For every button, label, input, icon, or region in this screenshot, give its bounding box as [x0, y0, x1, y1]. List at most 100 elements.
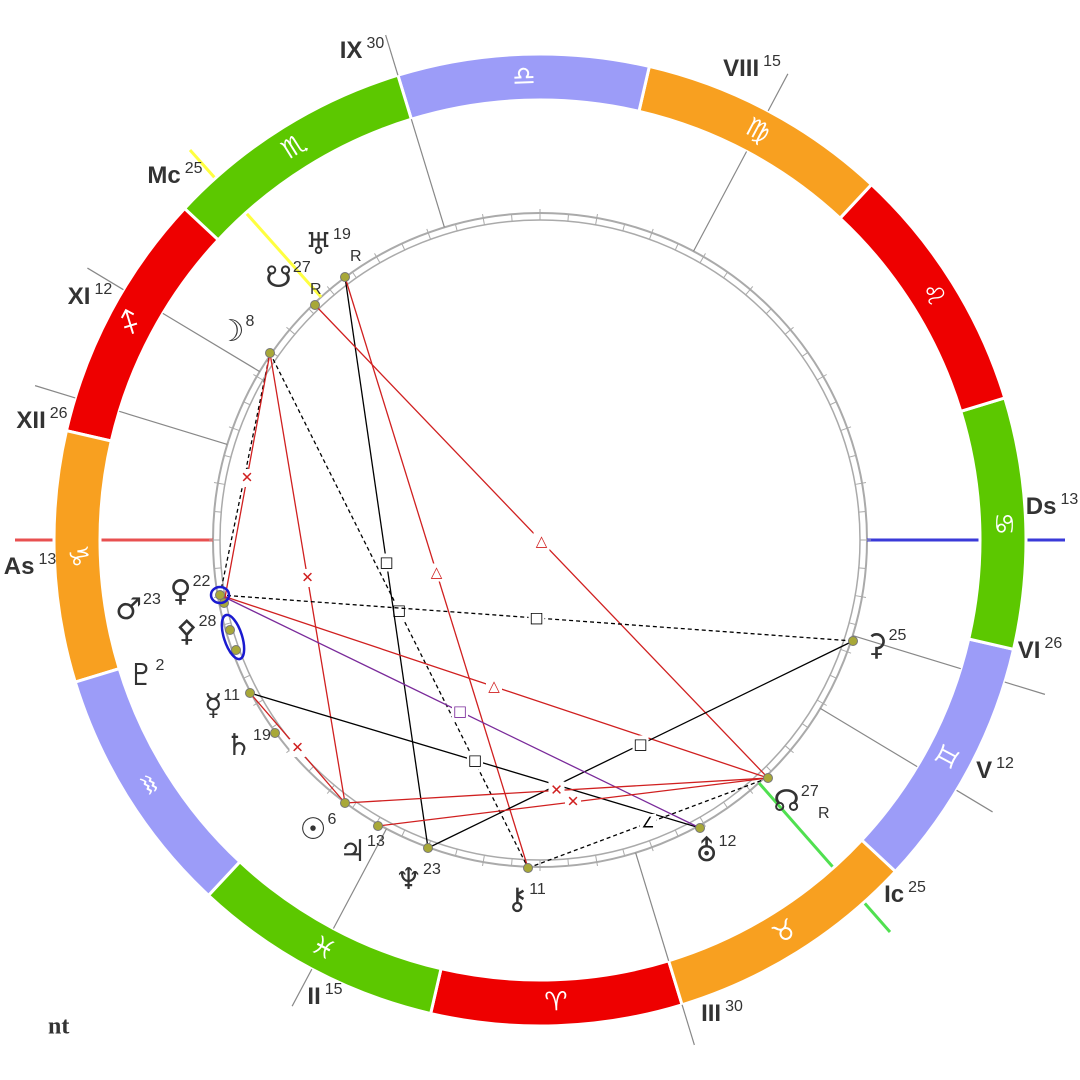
aspect-symbol-bg [289, 739, 306, 757]
degree-tick [765, 765, 772, 772]
aspect-symbol-bg [486, 677, 502, 696]
house-label: IX 30 [340, 35, 385, 64]
degree-tick [482, 213, 485, 225]
planet-glyph: ☋ [265, 260, 292, 295]
house-name: As [4, 553, 35, 580]
degree-tick [723, 801, 728, 809]
degree-tick [699, 253, 706, 264]
degree-tick [855, 595, 867, 598]
planet-label: ⚴28 [176, 613, 217, 648]
aspect-symbol-bg [632, 735, 649, 754]
zodiac-glyph: ♑︎ [62, 544, 93, 568]
house-cusp-line [1004, 681, 1046, 695]
planet-dot [695, 823, 705, 833]
degree-tick [595, 855, 598, 867]
degree-tick [699, 816, 706, 827]
planet-degree: 27 [293, 259, 311, 276]
degree-tick [454, 224, 458, 232]
degree-tick [848, 454, 856, 458]
zodiac-segment [206, 859, 443, 1016]
aspect-symbol-bg [528, 609, 545, 627]
aspect-symbol-bg [391, 601, 407, 620]
degree-tick [326, 286, 335, 296]
aspect-symbol: ✕ [301, 569, 314, 587]
house-degree: 12 [94, 281, 112, 298]
planet-dot [523, 863, 533, 873]
planet-label: ♆23 [395, 861, 441, 896]
house-name: IX [340, 37, 363, 64]
house-label: Mc 25 [147, 160, 202, 189]
planet-glyph: ☉ [300, 812, 327, 847]
planet-degree: 11 [529, 881, 546, 898]
house-cusp-line [635, 852, 670, 961]
aspect-symbol-bg [565, 793, 581, 811]
degree-tick [286, 326, 296, 335]
planet-dot [310, 300, 320, 310]
planet-glyph: ♅ [305, 227, 332, 262]
imum-coeli-line [757, 782, 892, 933]
degree-tick [840, 426, 852, 432]
house-name: Ic [884, 881, 904, 908]
degree-tick [243, 674, 251, 679]
planet-label: ♀22 [170, 573, 211, 608]
aspect-symbol: ✕ [241, 469, 254, 487]
degree-tick [784, 326, 794, 335]
planet-dot [225, 625, 235, 635]
planet-glyph: ☿ [204, 688, 222, 723]
house-cusp-line [385, 34, 399, 76]
house-degree: 15 [763, 53, 781, 70]
planet-degree: 13 [367, 833, 385, 850]
planet-dot [340, 272, 350, 282]
degree-tick [674, 243, 679, 251]
degree-tick [213, 482, 225, 485]
aspect-symbol: ✕ [567, 793, 580, 811]
house-degree: 26 [50, 405, 68, 422]
degree-tick [426, 228, 432, 240]
planet-label: ☿11 [204, 687, 240, 722]
degree-tick [326, 784, 335, 794]
degree-tick [511, 858, 513, 866]
aspect-symbol: ✕ [550, 781, 563, 799]
degree-tick [648, 228, 654, 240]
planet-glyph: ⚴ [176, 614, 198, 649]
house-name: III [701, 1000, 721, 1027]
house-degree: 30 [366, 35, 384, 52]
degree-tick [848, 622, 856, 626]
planet-glyph: ♄ [225, 728, 252, 763]
planet-label: ♂23 [115, 591, 161, 626]
degree-tick [374, 253, 381, 264]
aspect-symbol: △ [488, 677, 500, 695]
planet-glyph: ☊ [773, 784, 800, 819]
degree-tick [858, 567, 866, 569]
aspect-symbol: □ [453, 702, 467, 720]
degree-ticks [209, 209, 871, 871]
planet-glyph: ☽ [218, 314, 245, 349]
degree-tick [401, 243, 406, 251]
house-degree: 15 [325, 981, 343, 998]
house-label: XII 26 [16, 405, 67, 434]
planet-glyph: ⛢ [696, 834, 718, 869]
planet-glyph: ♇ [128, 658, 155, 693]
aspect-symbol-bg [533, 532, 550, 551]
house-cusp-line [291, 968, 313, 1007]
planet-label: ⚷11 [506, 881, 546, 916]
aspect-symbol: □ [633, 735, 647, 753]
planet-glyph: ♆ [395, 862, 422, 897]
planet-dot [423, 843, 433, 853]
degree-tick [622, 224, 626, 232]
aspect-lines: □✕□△△□△□□□✕✕∠∠✕✕ [219, 276, 854, 869]
house-cusp-line [87, 267, 124, 291]
aspect-symbol: □ [468, 751, 482, 769]
planet-degree: 27 [801, 783, 819, 800]
planet-label: ♄19 [225, 727, 271, 762]
aspect-symbol: ∠ [641, 814, 654, 832]
planet-retrograde: R [310, 281, 322, 298]
house-cusp-line [852, 635, 961, 670]
degree-tick [829, 401, 837, 406]
house-label: VI 26 [1018, 635, 1063, 664]
zodiac-ring: ♈︎♉︎♊︎♋︎♌︎♍︎♎︎♏︎♐︎♑︎♒︎♓︎ [52, 52, 1028, 1028]
degree-tick [224, 454, 232, 458]
planet-dot [231, 645, 241, 655]
